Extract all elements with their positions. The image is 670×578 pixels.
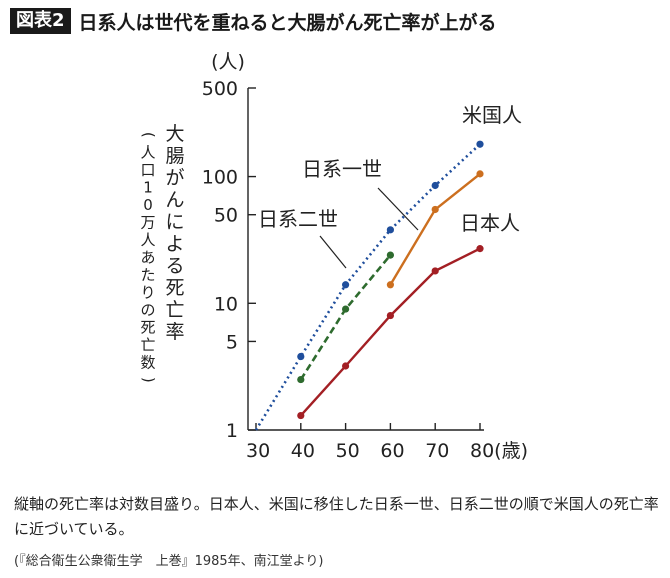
data-point [431, 181, 439, 190]
chart-title: 日系人は世代を重ねると大腸がん死亡率が上がる [78, 11, 497, 34]
y-axis-label-char: 率 [165, 321, 184, 343]
y-axis-sublabel-char: た [140, 266, 155, 284]
data-point [342, 362, 350, 370]
y-axis-label-char: る [165, 255, 184, 277]
y-axis-label-char: ん [165, 189, 184, 211]
chart-caption: 縦軸の死亡率は対数目盛り。日本人、米国に移住した日系一世、日系二世の順で米国人の… [14, 492, 659, 542]
y-axis-sublabel-char: 1 [143, 179, 153, 197]
series-line [299, 247, 481, 417]
y-axis-sublabel-char: 万 [140, 214, 155, 232]
figure-badge: 図表2 [10, 8, 71, 34]
x-tick-label: 40 [291, 440, 315, 462]
series-label: 日系一世 [302, 157, 382, 181]
y-axis-sublabel-char: 数 [140, 354, 155, 372]
x-tick-label: 70 [425, 440, 449, 462]
y-axis-sublabel-char: 亡 [140, 336, 155, 354]
y-axis-label-char: 死 [165, 277, 184, 299]
y-tick-label: 5 [226, 331, 238, 353]
data-point [431, 205, 439, 214]
data-point [297, 375, 305, 384]
y-axis-sublabel-char: 口 [140, 161, 155, 179]
label-leader-line [377, 187, 419, 231]
data-point [476, 140, 484, 148]
y-axis-sublabel-char: ( [140, 132, 158, 138]
source-note: (『総合衛生公衆衛生学 上巻』1985年、南江堂より) [14, 554, 324, 569]
data-point [342, 305, 350, 313]
data-point [297, 411, 305, 420]
caption-text: 縦軸の死亡率は対数目盛り。日本人、米国に移住した日系一世、日系二世の順で米国人の… [14, 495, 659, 538]
data-point [386, 251, 394, 259]
y-axis-label-char: に [165, 211, 184, 233]
y-tick-label: 10 [214, 293, 238, 315]
y-axis-sublabel-char: ) [140, 377, 158, 383]
y-axis-label-char: 大 [165, 123, 184, 145]
label-leader-line [319, 235, 347, 269]
y-unit-label: (人) [211, 51, 245, 73]
data-point [431, 267, 439, 275]
series-label: 日本人 [460, 211, 520, 235]
y-axis-sublabel-char: の [140, 301, 155, 319]
data-point [386, 281, 394, 289]
series-line [299, 254, 392, 381]
data-point [386, 311, 394, 320]
y-axis-sublabel-char: 0 [143, 196, 153, 214]
y-axis-sublabel-char: り [140, 284, 155, 302]
data-point [342, 281, 350, 289]
series-line [254, 143, 481, 431]
data-point [297, 352, 305, 361]
y-axis-sublabel-char: 人 [140, 144, 155, 162]
y-axis-label-char: 腸 [165, 145, 184, 167]
x-tick-label: 30 [246, 440, 270, 462]
chart-header: 図表2 日系人は世代を重ねると大腸がん死亡率が上がる [10, 8, 497, 34]
y-tick-label: 50 [214, 205, 238, 227]
y-axis-sublabel-char: 死 [140, 319, 155, 337]
x-tick-label: 80(歳) [470, 440, 528, 462]
y-axis-label-char: 亡 [165, 299, 184, 321]
y-tick-label: 100 [202, 167, 238, 189]
y-axis-sublabel-char: 人 [140, 231, 155, 249]
data-point [476, 245, 484, 253]
series-label: 米国人 [462, 103, 522, 127]
y-tick-label: 1 [226, 420, 238, 442]
y-tick-label: 500 [202, 78, 238, 100]
x-tick-label: 50 [336, 440, 360, 462]
y-axis-label-char: が [165, 167, 184, 189]
x-tick-label: 60 [380, 440, 404, 462]
series-label: 日系二世 [258, 207, 338, 231]
data-point [386, 226, 394, 234]
data-point [476, 170, 484, 178]
y-axis-sublabel-char: あ [140, 249, 155, 267]
y-axis-label-char: よ [165, 233, 184, 255]
